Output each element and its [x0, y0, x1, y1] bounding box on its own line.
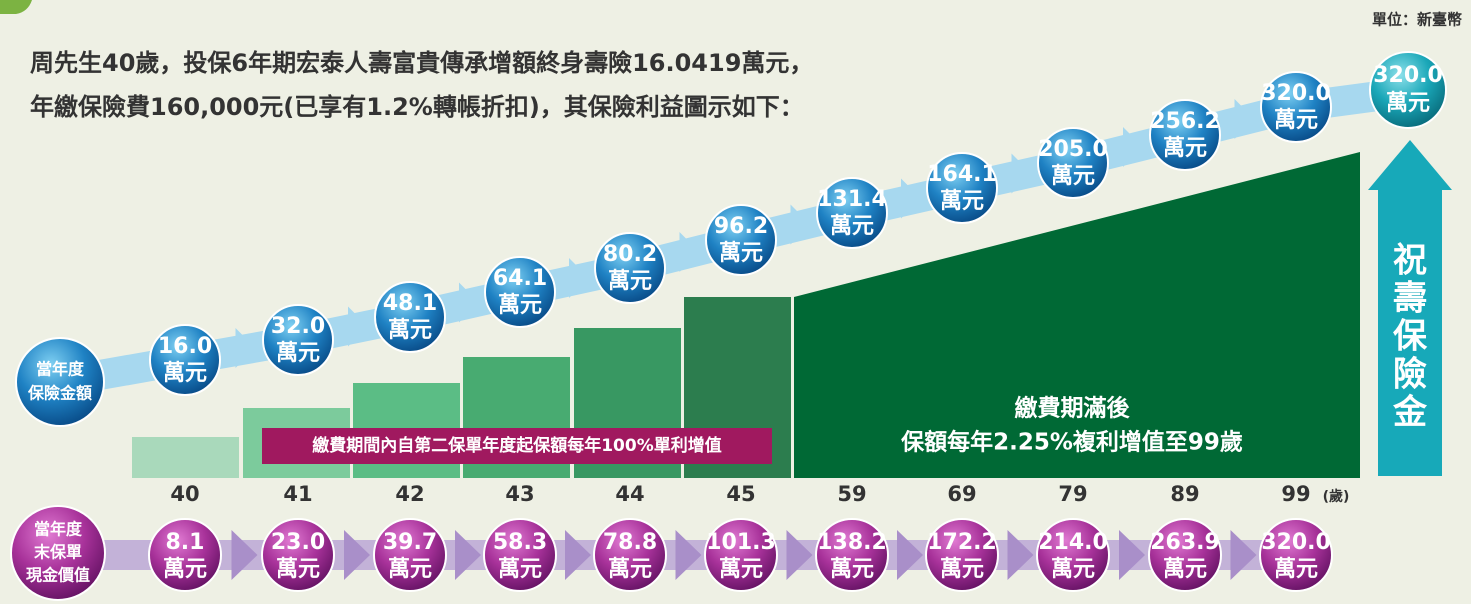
cash-unit: 萬元	[498, 557, 542, 582]
benefit-label: 壽	[1393, 279, 1427, 319]
benefit-label: 險	[1393, 355, 1427, 395]
cash-unit: 萬元	[608, 557, 652, 582]
cash-value: 78.8	[603, 530, 657, 555]
benefit-value: 64.1	[493, 266, 547, 291]
benefit-unit: 萬元	[276, 341, 320, 366]
age-unit: (歲)	[1323, 488, 1350, 505]
benefit-unit: 萬元	[940, 189, 984, 214]
age-label: 41	[283, 482, 312, 506]
benefit-value: 80.2	[603, 242, 657, 267]
benefit-unit: 萬元	[1051, 164, 1095, 189]
age-label: 40	[170, 482, 199, 506]
benefit-value: 256.2	[1150, 109, 1220, 134]
final-value: 320.0	[1373, 63, 1443, 88]
age-label: 89	[1170, 482, 1199, 506]
infographic: 單位：新臺幣 周先生40歲，投保6年期宏泰人壽富貴傳承增額終身壽險16.0419…	[0, 0, 1471, 604]
cash-value: 8.1	[166, 530, 205, 555]
benefit-unit: 萬元	[163, 361, 207, 386]
age-label: 44	[615, 482, 644, 506]
cash-unit: 萬元	[1163, 557, 1207, 582]
label-text: 末保單	[34, 543, 82, 562]
age-label: 42	[395, 482, 424, 506]
cash-unit: 萬元	[830, 557, 874, 582]
intro-line: 周先生40歲，投保6年期宏泰人壽富貴傳承增額終身壽險16.0419萬元，	[30, 49, 813, 77]
bar	[132, 437, 239, 478]
cash-value: 58.3	[493, 530, 547, 555]
cash-unit: 萬元	[719, 557, 763, 582]
benefit-value: 96.2	[714, 214, 768, 239]
benefit-unit: 萬元	[830, 214, 874, 239]
benefit-value: 164.1	[927, 162, 997, 187]
label-text: 當年度	[34, 520, 83, 539]
benefit-unit: 萬元	[608, 269, 652, 294]
age-label: 99	[1281, 482, 1310, 506]
benefit-unit: 萬元	[388, 318, 432, 343]
benefit-value: 320.0	[1261, 81, 1331, 106]
cash-unit: 萬元	[276, 557, 320, 582]
cash-unit: 萬元	[388, 557, 432, 582]
intro-line: 年繳保險費160,000元(已享有1.2%轉帳折扣)，其保險利益圖示如下：	[30, 93, 804, 121]
benefit-unit: 萬元	[1163, 136, 1207, 161]
cash-value: 101.3	[706, 530, 776, 555]
note: 繳費期間內自第二保單年度起保額每年100%單利增值	[312, 435, 722, 456]
note: 保額每年2.25%複利增值至99歲	[900, 429, 1243, 456]
benefit-value: 131.4	[817, 187, 887, 212]
label-text: 現金價值	[26, 566, 90, 585]
benefit-label: 保	[1393, 317, 1428, 357]
benefit-value: 48.1	[383, 291, 437, 316]
benefit-unit: 萬元	[1274, 108, 1318, 133]
cash-unit: 萬元	[1051, 557, 1095, 582]
cash-value: 320.0	[1261, 530, 1331, 555]
cash-value: 172.2	[927, 530, 997, 555]
final-unit: 萬元	[1386, 91, 1430, 116]
age-label: 43	[505, 482, 534, 506]
label-bubble	[16, 338, 104, 426]
cash-value: 23.0	[271, 530, 325, 555]
label-text: 當年度	[36, 360, 85, 379]
cash-value: 263.9	[1150, 530, 1220, 555]
label-text: 保險金額	[27, 384, 92, 403]
cash-value: 39.7	[383, 530, 437, 555]
age-label: 45	[726, 482, 755, 506]
benefit-value: 32.0	[271, 314, 325, 339]
unit-note: 單位：新臺幣	[1372, 11, 1462, 29]
age-label: 59	[837, 482, 866, 506]
benefit-unit: 萬元	[498, 293, 542, 318]
benefit-value: 205.0	[1038, 137, 1108, 162]
cash-unit: 萬元	[940, 557, 984, 582]
benefit-label: 金	[1392, 393, 1428, 433]
benefit-value: 16.0	[158, 334, 212, 359]
benefit-label: 祝	[1393, 241, 1427, 281]
cash-value: 138.2	[817, 530, 887, 555]
cash-value: 214.0	[1038, 530, 1108, 555]
note: 繳費期滿後	[1015, 395, 1131, 422]
cash-unit: 萬元	[163, 557, 207, 582]
age-label: 79	[1058, 482, 1087, 506]
benefit-unit: 萬元	[719, 241, 763, 266]
cash-unit: 萬元	[1274, 557, 1318, 582]
age-label: 69	[947, 482, 976, 506]
